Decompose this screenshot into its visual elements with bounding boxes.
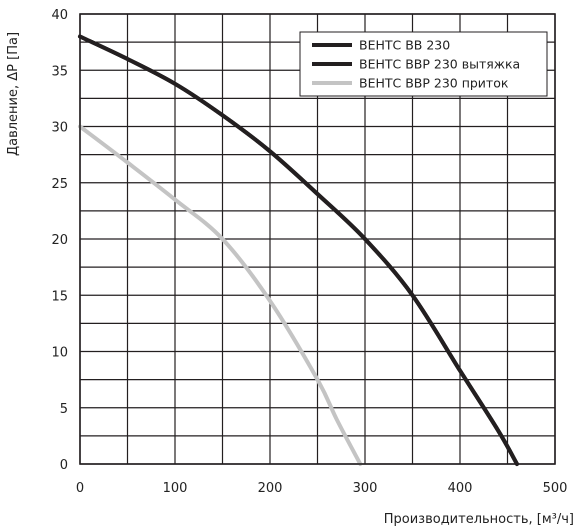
- legend-label-0: ВЕНТС ВВ 230: [359, 38, 450, 53]
- x-tick-labels: 0 100 200 300 400 500: [76, 481, 568, 496]
- y-tick-label: 0: [60, 458, 68, 473]
- x-tick-label: 0: [76, 481, 84, 496]
- y-tick-label: 5: [60, 402, 68, 417]
- series-line-2: [78, 124, 363, 466]
- y-axis-label: Давление, ΔP [Па]: [6, 32, 21, 156]
- x-tick-label: 500: [543, 481, 568, 496]
- y-tick-label: 40: [51, 8, 68, 23]
- y-tick-label: 20: [51, 233, 68, 248]
- legend: ВЕНТС ВВ 230 ВЕНТС ВВР 230 вытяжка ВЕНТС В…: [299, 31, 548, 97]
- x-tick-label: 100: [163, 481, 188, 496]
- y-tick-label: 35: [51, 64, 68, 79]
- series-line-1: [78, 34, 519, 466]
- legend-label-1: ВЕНТС ВВР 230 вытяжка: [359, 57, 520, 72]
- y-tick-label: 25: [51, 177, 68, 192]
- x-tick-label: 200: [258, 481, 283, 496]
- series-line-0: [78, 34, 519, 466]
- y-tick-label: 10: [51, 346, 68, 361]
- y-tick-label: 15: [51, 289, 68, 304]
- y-tick-labels: 0 5 10 15 20 25 30 35 40: [51, 8, 68, 473]
- x-tick-label: 400: [448, 481, 473, 496]
- x-axis-label: Производительность, [м³/ч]: [384, 512, 574, 527]
- x-tick-label: 300: [353, 481, 378, 496]
- plot-frame: [79, 13, 556, 465]
- legend-label-2: ВЕНТС ВВР 230 приток: [359, 76, 509, 91]
- series-lines: [78, 34, 519, 466]
- y-tick-label: 30: [51, 121, 68, 136]
